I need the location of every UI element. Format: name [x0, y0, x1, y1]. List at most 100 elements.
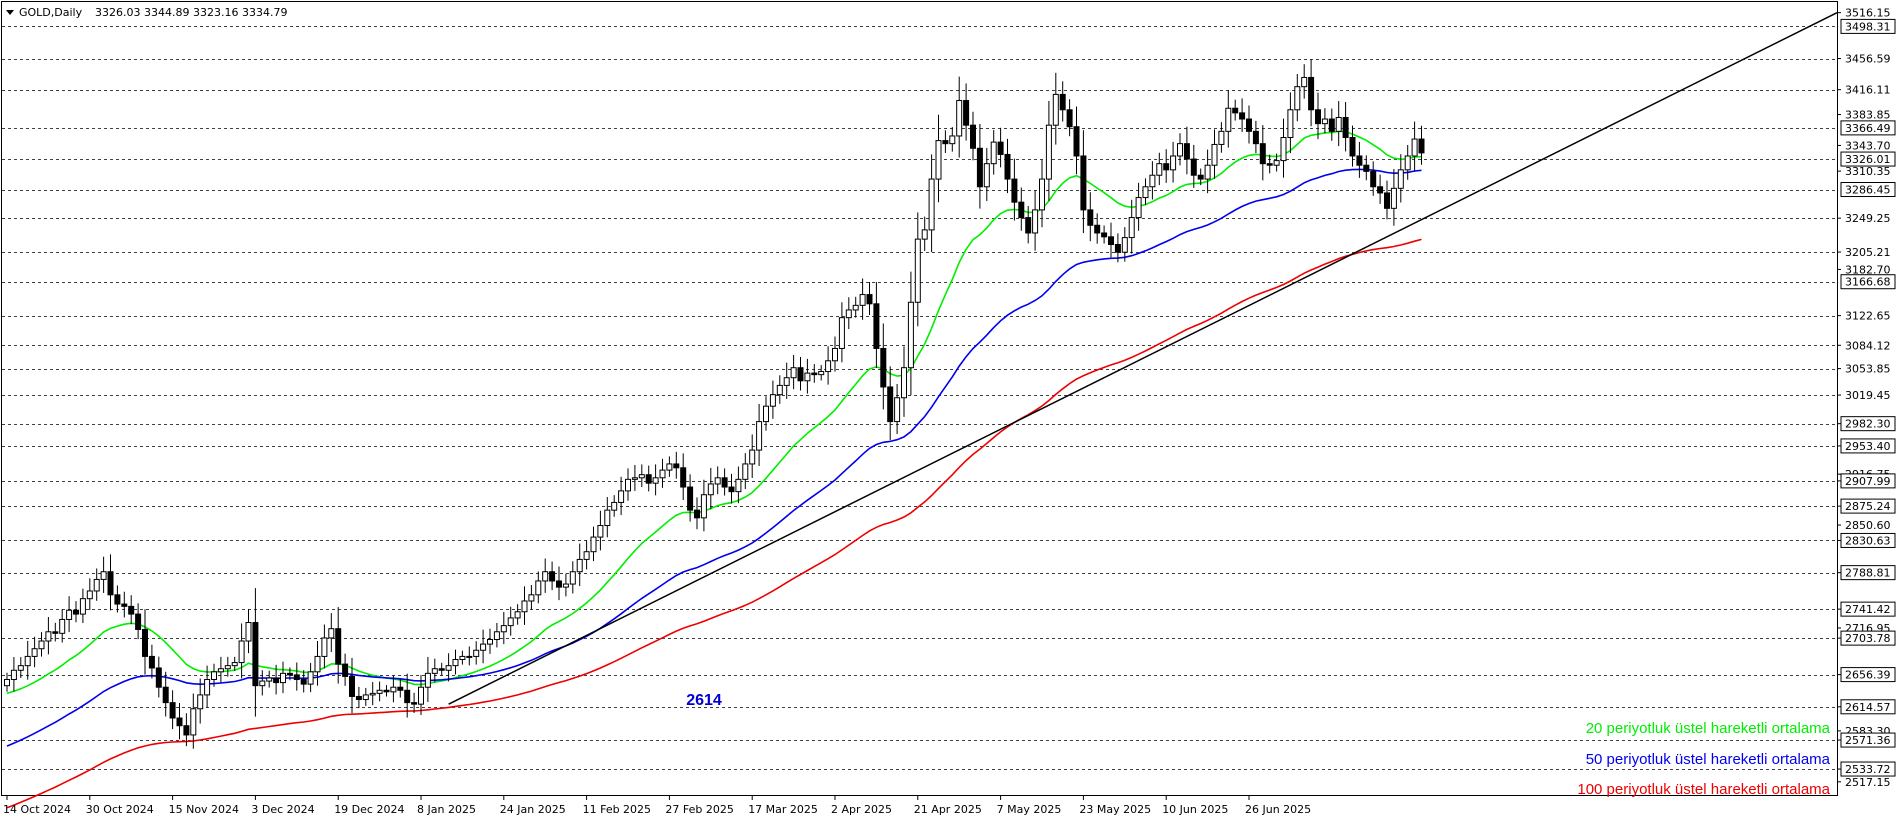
candle-122: [845, 297, 852, 330]
price-box-4: 3166.68: [1840, 274, 1896, 290]
svg-text:2788.81: 2788.81: [1845, 567, 1891, 580]
candle-29: [204, 665, 211, 708]
date-tick-label-10: 2 Apr 2025: [831, 803, 892, 816]
candle-97: [673, 451, 680, 479]
candle-135: [935, 114, 942, 203]
candle-79: [549, 561, 556, 591]
candle-116: [804, 358, 811, 394]
candle-133: [921, 216, 928, 252]
candle-130: [901, 346, 907, 417]
price-tick-label-12: 3019.45: [1845, 389, 1891, 402]
legend-ema20: 20 periyotluk üstel hareketli ortalama: [1586, 720, 1831, 737]
candle-35: [245, 609, 252, 654]
candle-100: [694, 497, 700, 530]
candle-87: [604, 497, 611, 538]
candle-104: [721, 468, 728, 496]
candle-166: [1149, 161, 1156, 200]
candle-84: [583, 540, 590, 570]
candle-46: [321, 624, 328, 669]
candle-148: [1025, 206, 1032, 244]
candle-186: [1287, 92, 1294, 154]
candle-111: [769, 380, 776, 419]
svg-text:3498.31: 3498.31: [1845, 20, 1891, 33]
candle-165: [1142, 178, 1149, 206]
candle-177: [1225, 90, 1232, 148]
candle-121: [838, 302, 845, 363]
ema50-line: [6, 168, 1422, 747]
candle-190: [1315, 92, 1321, 140]
candle-150: [1039, 159, 1045, 228]
candle-48: [335, 607, 342, 684]
candle-8: [59, 609, 66, 643]
candle-56: [390, 675, 397, 703]
candle-65: [452, 649, 459, 675]
price-box-2: 3326.01: [1840, 151, 1896, 167]
candle-173: [1197, 168, 1204, 186]
date-tick-label-1: 30 Oct 2024: [86, 803, 154, 816]
candle-193: [1335, 101, 1342, 147]
candle-20: [142, 609, 148, 675]
candle-70: [487, 628, 493, 654]
candle-13: [93, 568, 100, 601]
candle-44: [307, 662, 314, 693]
candle-25: [176, 702, 183, 740]
price-tick-label-11: 3053.85: [1845, 363, 1891, 376]
candle-155: [1073, 106, 1080, 175]
price-tick-label-0: 3516.15: [1845, 7, 1891, 20]
price-box-14: 2614.57: [1840, 699, 1896, 715]
svg-text:2571.36: 2571.36: [1845, 734, 1891, 747]
price-box-11: 2741.42: [1840, 601, 1896, 617]
candle-136: [942, 130, 949, 153]
candle-38: [266, 670, 273, 688]
candle-160: [1108, 222, 1114, 258]
candle-127: [880, 323, 887, 410]
date-tick-label-8: 27 Feb 2025: [665, 803, 733, 816]
price-box-16: 2533.72: [1840, 761, 1896, 777]
candle-60: [418, 675, 424, 716]
price-box-0: 3498.31: [1840, 18, 1896, 34]
candle-61: [424, 656, 431, 702]
candle-67: [466, 646, 473, 666]
price-box-13: 2656.39: [1840, 667, 1896, 683]
candle-91: [631, 464, 638, 491]
svg-text:2953.40: 2953.40: [1845, 440, 1891, 453]
candle-83: [576, 543, 583, 587]
candle-4: [31, 636, 38, 668]
date-tick-label-5: 8 Jan 2025: [417, 803, 476, 816]
dropdown-triangle-icon[interactable]: [6, 10, 14, 15]
candle-58: [404, 673, 411, 718]
candle-141: [976, 124, 983, 209]
date-tick-label-11: 21 Apr 2025: [914, 803, 982, 816]
candle-149: [1032, 190, 1039, 251]
candle-5: [38, 632, 45, 657]
price-tick-label-9: 3122.65: [1845, 310, 1891, 323]
candle-161: [1114, 233, 1121, 263]
candle-50: [349, 657, 355, 714]
price-tick-label-1: 3456.59: [1845, 53, 1891, 66]
candle-143: [990, 129, 997, 175]
candle-64: [445, 653, 452, 682]
trendline: [448, 11, 1838, 705]
candle-66: [459, 650, 466, 665]
candle-158: [1094, 213, 1101, 244]
svg-text:2614.57: 2614.57: [1845, 701, 1891, 714]
candle-102: [707, 467, 714, 510]
candle-99: [687, 474, 694, 522]
candle-6: [45, 616, 52, 655]
candle-129: [894, 383, 901, 434]
svg-text:2907.99: 2907.99: [1845, 475, 1891, 488]
candle-196: [1356, 141, 1363, 178]
price-box-5: 2982.30: [1840, 416, 1896, 432]
candle-34: [238, 623, 245, 679]
date-tick-label-14: 10 Jun 2025: [1162, 803, 1228, 816]
date-tick-label-7: 11 Feb 2025: [583, 803, 651, 816]
ma-legend: 20 periyotluk üstel hareketli ortalama 5…: [1577, 720, 1830, 798]
candle-45: [314, 641, 321, 686]
price-box-10: 2788.81: [1840, 565, 1896, 581]
candle-140: [970, 111, 976, 161]
candle-144: [997, 127, 1004, 168]
candle-2: [17, 657, 24, 678]
candle-154: [1066, 99, 1073, 137]
candle-57: [397, 679, 404, 698]
candle-197: [1363, 155, 1370, 181]
